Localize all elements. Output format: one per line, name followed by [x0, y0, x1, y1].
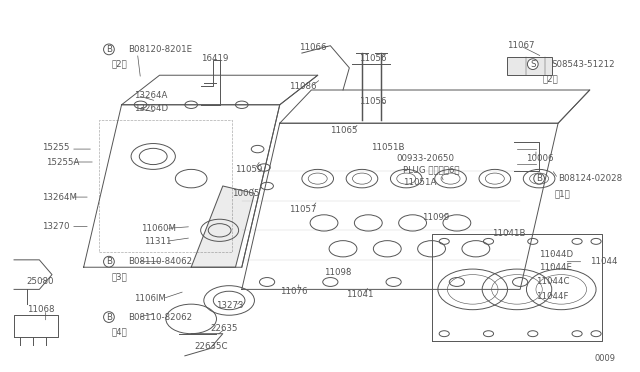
Text: B: B	[106, 257, 112, 266]
Text: 11044D: 11044D	[539, 250, 573, 259]
Text: 11311: 11311	[144, 237, 172, 246]
Text: 25080: 25080	[27, 278, 54, 286]
Text: 13264M: 13264M	[42, 193, 77, 202]
Text: 15255: 15255	[42, 143, 70, 152]
Text: 10005: 10005	[232, 189, 260, 198]
Text: 11044C: 11044C	[536, 278, 570, 286]
Text: 11044E: 11044E	[539, 263, 572, 272]
Text: 11056: 11056	[359, 97, 387, 106]
Text: 13270: 13270	[42, 222, 70, 231]
Text: 11041B: 11041B	[492, 230, 525, 238]
Text: B08120-8201E: B08120-8201E	[128, 45, 192, 54]
Text: 11051A: 11051A	[403, 178, 436, 187]
Text: 13264D: 13264D	[134, 104, 168, 113]
Text: B: B	[106, 312, 112, 321]
Text: 22635C: 22635C	[195, 342, 228, 351]
Text: S: S	[530, 60, 536, 69]
Text: 11067: 11067	[508, 41, 535, 50]
Text: S08543-51212: S08543-51212	[552, 60, 616, 69]
Text: 13273: 13273	[216, 301, 244, 311]
Text: B: B	[536, 174, 542, 183]
Text: 11066: 11066	[299, 43, 326, 52]
Text: 11060M: 11060M	[141, 224, 175, 233]
Text: B: B	[106, 45, 112, 54]
Text: 11044F: 11044F	[536, 292, 568, 301]
Text: 13264A: 13264A	[134, 91, 168, 100]
Text: （1）: （1）	[555, 189, 571, 198]
Text: 22635: 22635	[210, 324, 237, 333]
Text: 1106lM: 1106lM	[134, 294, 166, 303]
Text: （2）: （2）	[542, 74, 558, 83]
Text: 11041: 11041	[346, 291, 374, 299]
Text: 10006: 10006	[527, 154, 554, 163]
Bar	[508, 57, 552, 75]
Text: 11076: 11076	[280, 287, 307, 296]
Text: 00933-20650: 00933-20650	[397, 154, 455, 163]
Text: 11044: 11044	[589, 257, 617, 266]
Text: 11068: 11068	[27, 305, 54, 314]
Text: 11065: 11065	[330, 126, 358, 135]
Text: 11098: 11098	[324, 268, 351, 277]
Text: 11099: 11099	[422, 213, 449, 222]
Polygon shape	[191, 186, 255, 267]
Text: PLUG プラグ（6）: PLUG プラグ（6）	[403, 165, 460, 174]
Text: 15255A: 15255A	[45, 157, 79, 167]
Text: （4）: （4）	[112, 327, 128, 336]
Text: （3）: （3）	[112, 272, 128, 281]
Text: B08124-02028: B08124-02028	[558, 174, 622, 183]
Text: （2）: （2）	[112, 60, 128, 69]
Text: 11056: 11056	[359, 54, 387, 63]
Text: 11059: 11059	[236, 165, 263, 174]
Text: B08110-84062: B08110-84062	[128, 257, 192, 266]
Text: 11051B: 11051B	[371, 143, 405, 152]
Text: 0009: 0009	[594, 354, 615, 363]
Text: 11057: 11057	[289, 205, 317, 215]
Text: 16419: 16419	[201, 54, 228, 63]
Text: 11086: 11086	[289, 82, 317, 91]
Text: B08110-82062: B08110-82062	[128, 312, 192, 321]
